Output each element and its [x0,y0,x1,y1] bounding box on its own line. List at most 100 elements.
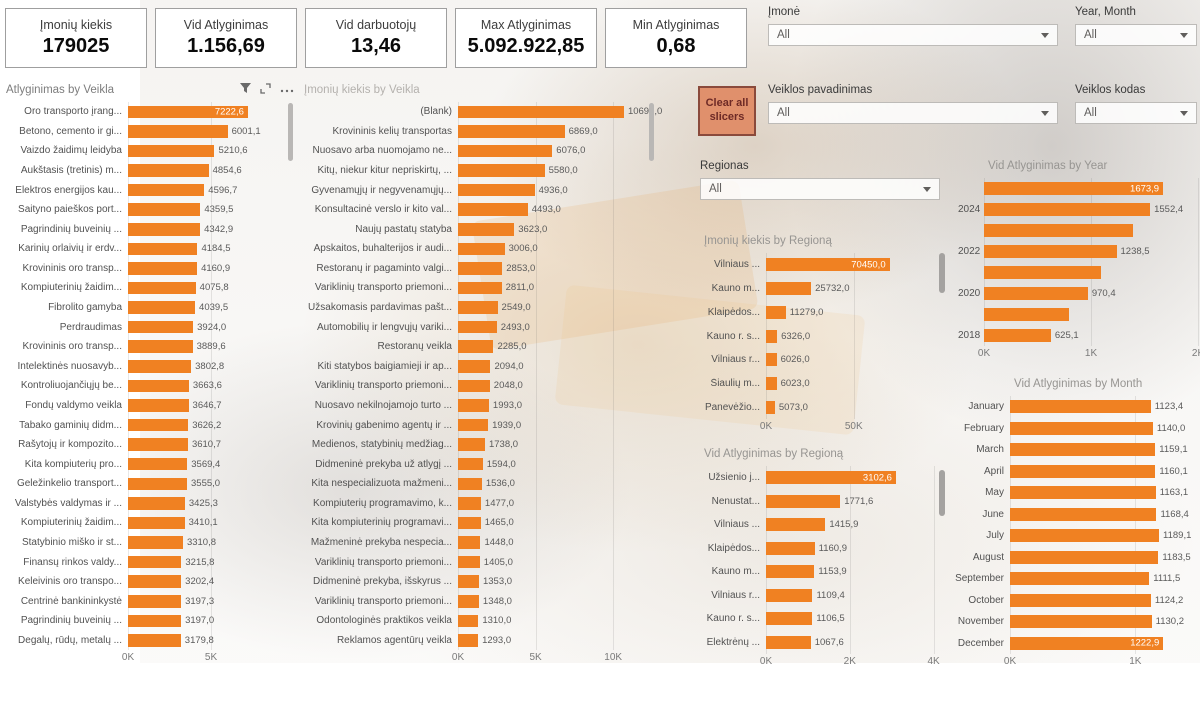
bar-row[interactable]: Rašytojų ir kompozito... 3610,7 [2,435,294,455]
bar[interactable] [766,494,841,508]
bar-row[interactable]: Kauno m... 1153,9 [700,560,952,584]
bar[interactable] [128,614,182,628]
bar[interactable]: 70450,0 [766,258,890,272]
bar-row[interactable]: Kauno m... 25732,0 [700,277,952,301]
bar[interactable] [128,223,201,236]
bar[interactable] [128,399,189,412]
bar-row[interactable]: Variklinių transporto priemoni... 2048,0 [300,376,652,396]
bar-row[interactable]: 2018 625,1 [958,325,1198,346]
bar[interactable] [458,477,482,491]
bar-row[interactable]: Pagrindinių buveinių ... 3197,0 [2,611,294,631]
bar[interactable] [458,281,502,295]
bar-row[interactable]: Didmeninė prekyba, išskyrus ... 1353,0 [300,572,652,592]
bar-row[interactable]: Užsakomasis pardavimas pašt... 2549,0 [300,298,652,318]
bar[interactable] [458,203,528,216]
bar-row[interactable]: Statybinio miško ir st... 3310,8 [2,533,294,553]
bar[interactable] [128,497,185,510]
bar-row[interactable] [958,262,1198,283]
bar-row[interactable]: Betono, cemento ir gi... 6001,1 [2,122,294,142]
scrollbar[interactable] [939,470,945,516]
bar-row[interactable]: Odontologinės praktikos veikla 1310,0 [300,611,652,631]
bar-row[interactable]: August 1183,5 [948,547,1198,569]
bar[interactable] [766,541,815,555]
bar-row[interactable]: Kontroliuojančiųjų be... 3663,6 [2,376,294,396]
bar[interactable] [458,634,479,647]
bar[interactable] [766,635,811,649]
bar-row[interactable]: Krovininis oro transp... 4160,9 [2,259,294,279]
bar-row[interactable]: Restoranų veikla 2285,0 [300,337,652,357]
bar[interactable] [984,266,1101,279]
bar[interactable] [128,183,205,197]
bar[interactable] [128,164,209,177]
bar[interactable] [984,245,1117,258]
bar[interactable] [458,438,485,451]
bar-row[interactable]: 1673,9 [958,178,1198,199]
bar-row[interactable]: July 1189,1 [948,525,1198,547]
bar[interactable] [1010,615,1152,629]
bar[interactable] [766,565,815,579]
bar[interactable] [766,612,813,626]
bar[interactable] [1010,400,1151,414]
bar-row[interactable]: Apskaitos, buhalterijos ir audi... 3006,0 [300,239,652,259]
bar[interactable] [458,360,491,373]
filter-icon[interactable] [240,83,251,94]
bar-row[interactable] [958,220,1198,241]
more-options-icon[interactable] [280,83,294,94]
bar-row[interactable]: Geležinkelio transport... 3555,0 [2,474,294,494]
bar-row[interactable]: Elektrėnų ... 1067,6 [700,631,952,655]
bar[interactable] [766,518,826,532]
bar[interactable] [1010,507,1157,521]
bar[interactable] [458,594,479,608]
bar[interactable] [128,516,185,530]
bar-row[interactable]: Degalų, rūdų, metalų ... 3179,8 [2,631,294,651]
bar-row[interactable]: Vilniaus r... 6026,0 [700,348,952,372]
bar[interactable] [1010,572,1150,586]
bar[interactable] [128,575,182,588]
bar[interactable] [128,360,192,373]
bar-row[interactable]: Kita kompiuterių pro... 3569,4 [2,454,294,474]
bar[interactable] [128,536,183,549]
bar-row[interactable]: Reklamos agentūrų veikla 1293,0 [300,631,652,651]
bar-row[interactable]: February 1140,0 [948,418,1198,440]
bar[interactable] [128,320,194,334]
veiklos-kodas-dropdown[interactable]: All [1075,102,1197,124]
bar-row[interactable]: (Blank) 10693,0 [300,102,662,122]
bar-row[interactable]: Kompiuterinių žaidim... 3410,1 [2,513,294,533]
bar-row[interactable]: Variklinių transporto priemoni... 1405,0 [300,552,652,572]
bar-row[interactable]: November 1130,2 [948,611,1198,633]
bar-row[interactable]: Nuosavo nekilnojamojo turto ... 1993,0 [300,396,652,416]
bar-row[interactable]: Krovininis oro transp... 3889,6 [2,337,294,357]
bar[interactable] [128,340,193,353]
bar-row[interactable]: Tabako gaminių didm... 3626,2 [2,415,294,435]
bar-row[interactable]: Vilniaus ... 1415,9 [700,513,952,537]
bar[interactable] [458,555,480,569]
bar-row[interactable]: Naujų pastatų statyba 3623,0 [300,219,652,239]
bar-row[interactable]: 2024 1552,4 [958,199,1198,220]
bar-row[interactable]: Elektros energijos kau... 4596,7 [2,180,294,200]
bar[interactable] [458,379,490,393]
bar[interactable] [984,224,1133,237]
bar-row[interactable]: Variklinių transporto priemoni... 1348,0 [300,591,652,611]
bar-row[interactable]: Finansų rinkos valdy... 3215,8 [2,552,294,572]
bar-row[interactable]: Klaipėdos... 1160,9 [700,537,952,561]
bar-row[interactable]: Kiti statybos baigiamieji ir ap... 2094,0 [300,357,652,377]
bar-row[interactable]: Kauno r. s... 6326,0 [700,324,952,348]
bar-row[interactable]: Panevėžio... 5073,0 [700,395,952,419]
focus-mode-icon[interactable] [260,83,271,94]
bar[interactable] [458,497,481,510]
bar[interactable] [458,418,489,432]
bar-row[interactable] [958,304,1198,325]
bar-row[interactable]: Nuosavo arba nuomojamo ne... 6076,0 [300,141,652,161]
bar[interactable]: 1222,9 [1010,636,1164,650]
bar-row[interactable]: Klaipėdos... 11279,0 [700,300,952,324]
bar[interactable] [1010,443,1156,457]
bar[interactable] [1010,550,1159,564]
bar-row[interactable]: September 1111,5 [948,568,1198,590]
bar[interactable] [458,340,494,353]
bar[interactable] [128,457,188,471]
bar-row[interactable]: 2020 970,4 [958,283,1198,304]
bar[interactable] [128,555,182,569]
bar-row[interactable]: Nenustat... 1771,6 [700,490,952,514]
bar[interactable] [128,634,181,647]
bar-row[interactable]: Kompiuterinių žaidim... 4075,8 [2,278,294,298]
